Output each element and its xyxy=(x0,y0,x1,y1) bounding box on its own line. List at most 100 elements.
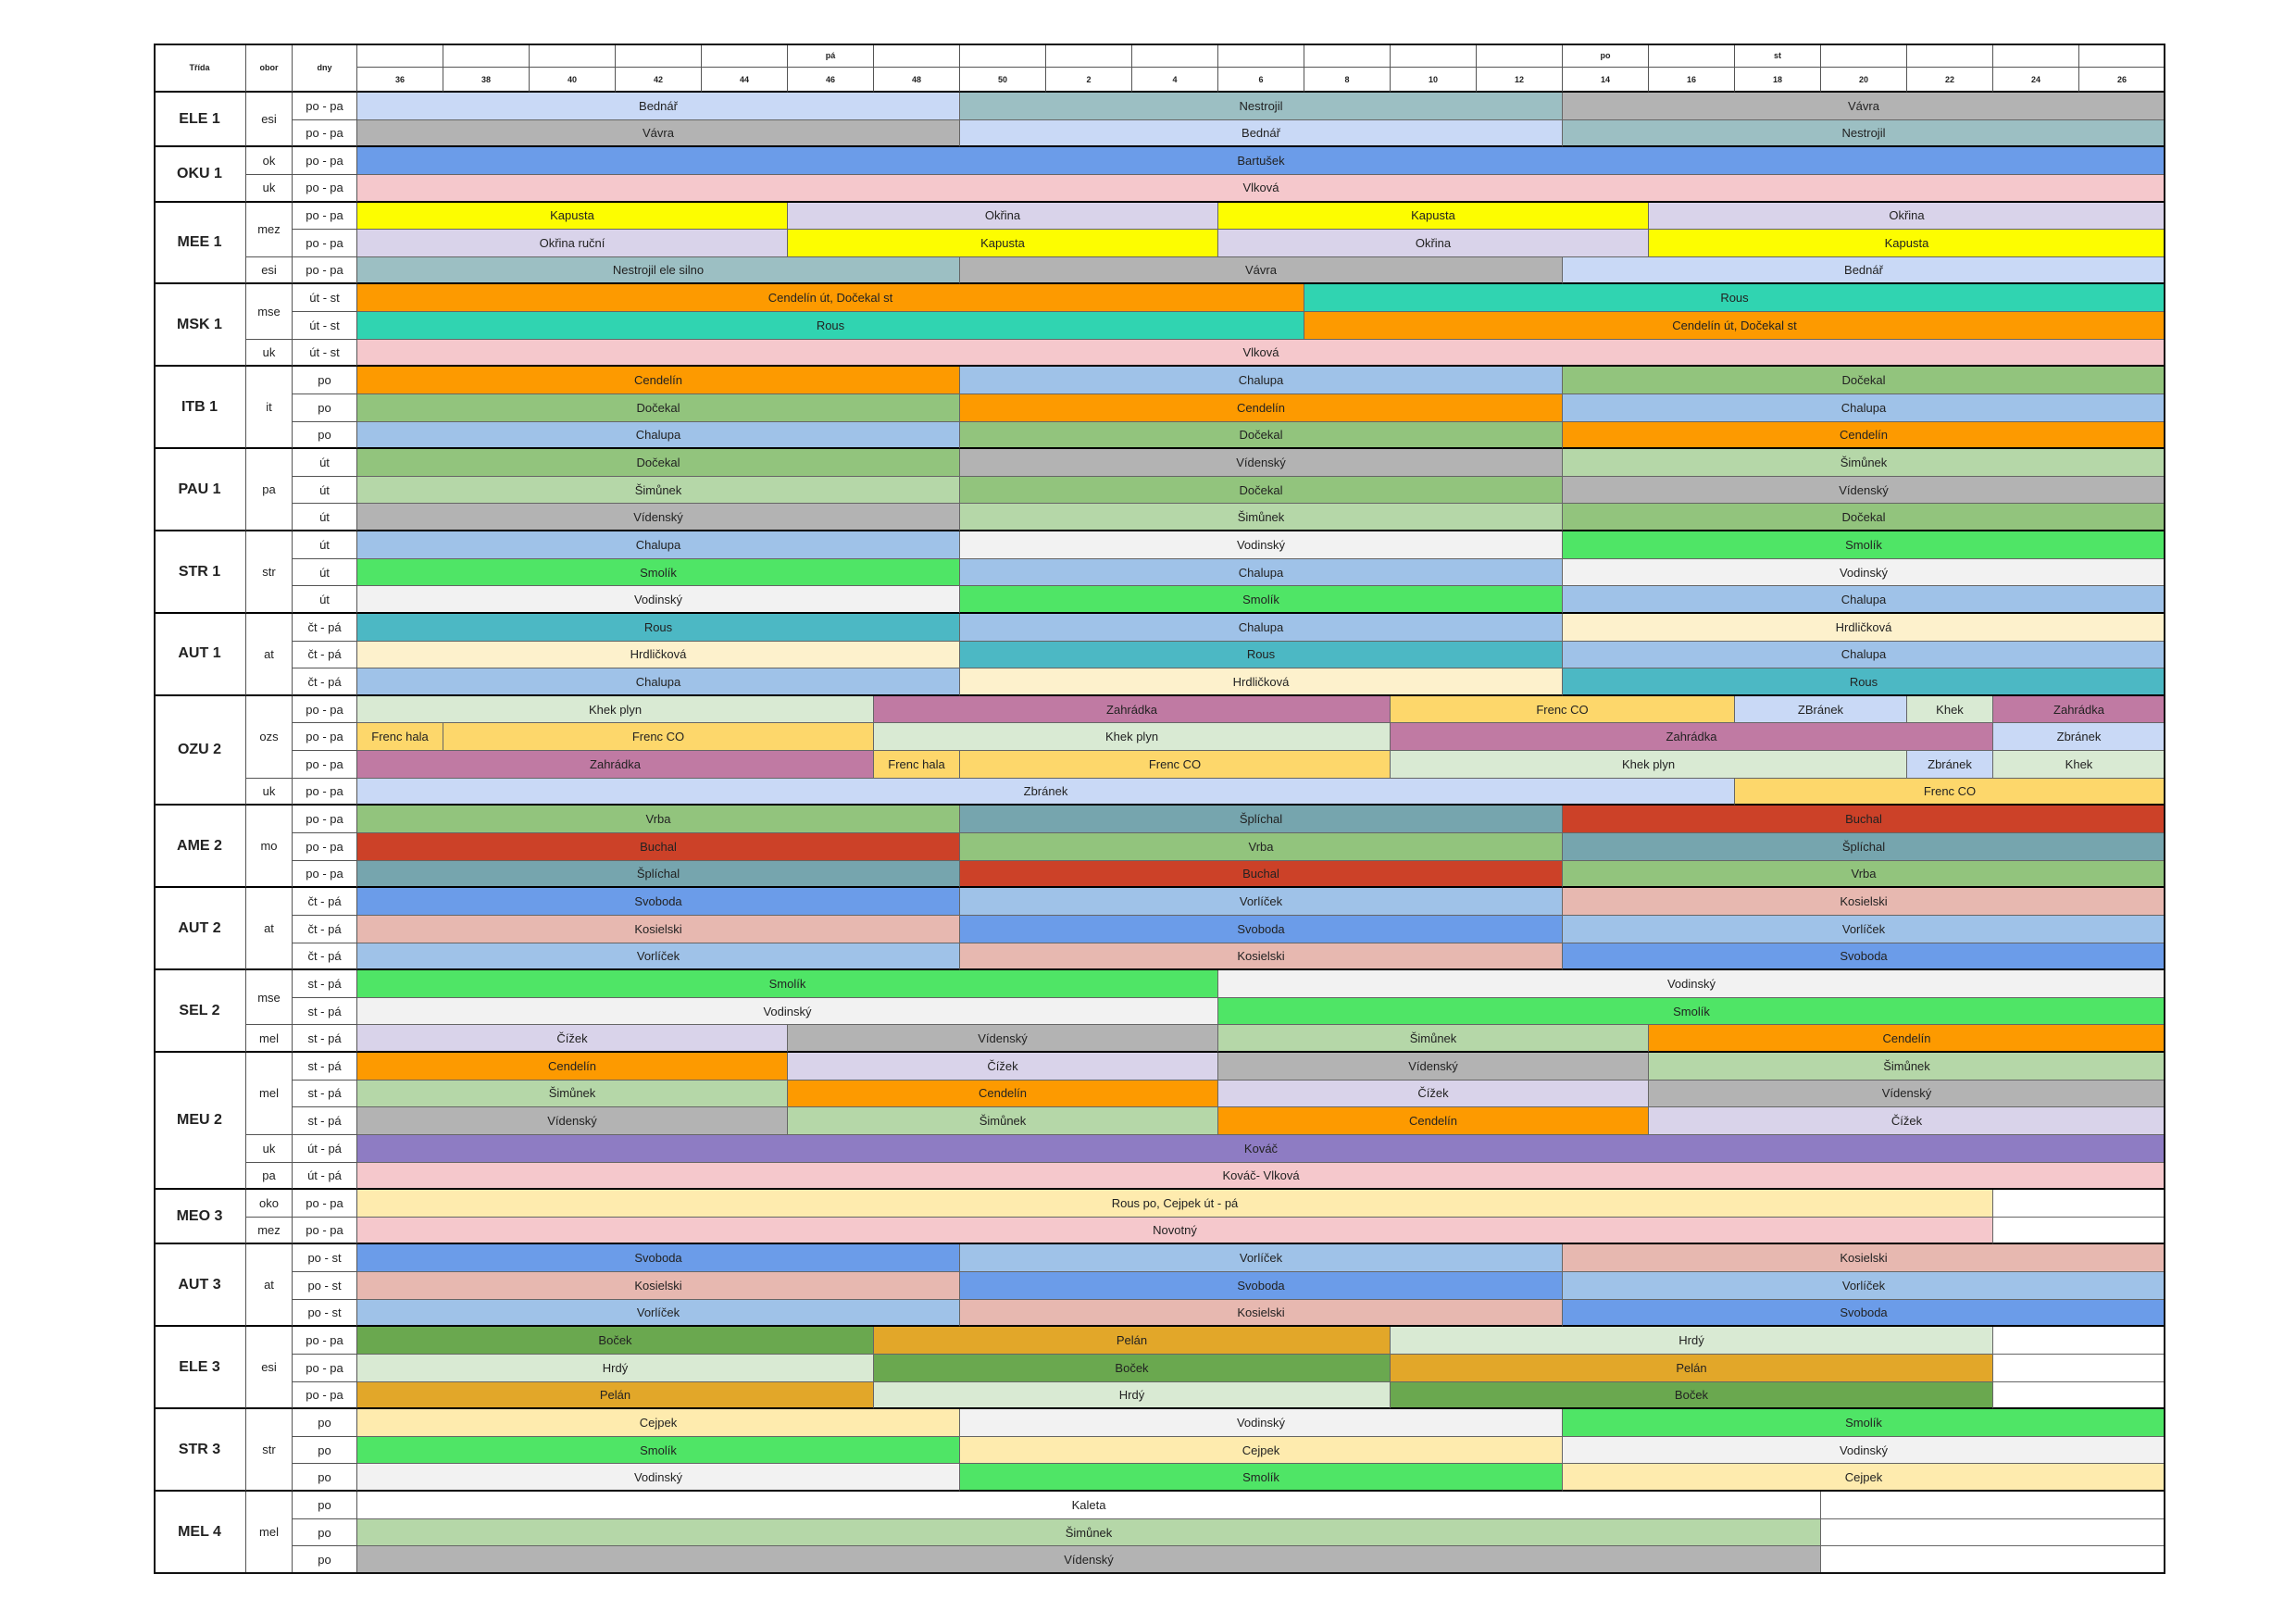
obor-cell: uk xyxy=(246,1134,293,1163)
days-cell: po xyxy=(293,1546,357,1574)
lesson-bar: Vídenský xyxy=(357,1107,788,1135)
days-cell: po - pa xyxy=(293,751,357,779)
lesson-bar: Vodinský xyxy=(357,586,960,614)
lesson-bar: Zahrádka xyxy=(1993,695,2165,724)
lesson-bar: Zbránek xyxy=(1993,723,2165,752)
lesson-bar: Šimůnek xyxy=(1649,1053,2165,1081)
lesson-bar: Kosielski xyxy=(357,1272,960,1300)
days-cell: st - pá xyxy=(293,1107,357,1135)
lesson-bar: Rous xyxy=(960,641,1563,669)
header-week: 2 xyxy=(1046,68,1132,93)
empty-cell xyxy=(1993,1190,2165,1218)
lesson-bar: Hrdličková xyxy=(960,668,1563,696)
days-cell: po - pa xyxy=(293,256,357,285)
lesson-bar: Dočekal xyxy=(960,476,1563,505)
obor-cell: mel xyxy=(246,1025,293,1054)
lesson-bar: Svoboda xyxy=(1563,1299,2165,1328)
lesson-bar: Šimůnek xyxy=(357,1080,788,1108)
empty-cell xyxy=(1993,1354,2165,1382)
header-week: 8 xyxy=(1304,68,1391,93)
obor-cell: esi xyxy=(246,256,293,285)
class-name: PAU 1 xyxy=(154,449,246,532)
lesson-bar: Dočekal xyxy=(1563,504,2165,532)
lesson-bar: Šplíchal xyxy=(960,806,1563,833)
lesson-bar: Chalupa xyxy=(960,558,1563,587)
days-cell: po xyxy=(293,421,357,450)
lesson-bar: Vídenský xyxy=(1218,1053,1649,1081)
days-cell: po - pa xyxy=(293,1354,357,1382)
lesson-bar: Frenc CO xyxy=(1735,778,2165,806)
header-week: 44 xyxy=(702,68,788,93)
obor-cell: at xyxy=(246,613,293,696)
lesson-bar: Hrdý xyxy=(1391,1327,1993,1355)
obor-cell: at xyxy=(246,1244,293,1328)
obor-cell: mse xyxy=(246,970,293,1026)
lesson-bar: Zahrádka xyxy=(874,695,1391,724)
lesson-bar: Zahrádka xyxy=(1391,723,1993,752)
days-cell: st - pá xyxy=(293,970,357,998)
lesson-bar: Buchal xyxy=(357,833,960,861)
obor-cell: mel xyxy=(246,1492,293,1574)
lesson-bar: Khek xyxy=(1993,751,2165,779)
days-cell: čt - pá xyxy=(293,943,357,971)
days-cell: út xyxy=(293,531,357,559)
lesson-bar: Svoboda xyxy=(960,915,1563,943)
lesson-bar: Vídenský xyxy=(357,1546,1821,1574)
lesson-bar: Pelán xyxy=(357,1381,874,1410)
header-day-mark xyxy=(1046,44,1132,68)
header-day-mark xyxy=(1304,44,1391,68)
lesson-bar: Cendelín xyxy=(357,367,960,394)
header-week: 16 xyxy=(1649,68,1735,93)
obor-cell: uk xyxy=(246,339,293,368)
lesson-bar: Cendelín xyxy=(788,1080,1218,1108)
days-cell: po - pa xyxy=(293,860,357,889)
lesson-bar: Vídenský xyxy=(1649,1080,2165,1108)
days-cell: út - pá xyxy=(293,1134,357,1163)
days-cell: po xyxy=(293,1518,357,1547)
lesson-bar: Zahrádka xyxy=(357,751,874,779)
days-cell: po - pa xyxy=(293,230,357,257)
lesson-bar: Chalupa xyxy=(960,613,1563,642)
header-week: 12 xyxy=(1477,68,1563,93)
days-cell: st - pá xyxy=(293,1080,357,1108)
class-name: ELE 1 xyxy=(154,93,246,148)
lesson-bar: Zbránek xyxy=(1907,751,1993,779)
lesson-bar: Rous xyxy=(357,312,1304,340)
days-cell: po xyxy=(293,1436,357,1465)
header-week: 6 xyxy=(1218,68,1304,93)
lesson-bar: Kováč xyxy=(357,1134,2165,1163)
obor-cell: esi xyxy=(246,1327,293,1410)
obor-cell: pa xyxy=(246,449,293,532)
obor-cell: esi xyxy=(246,93,293,148)
lesson-bar: Cejpek xyxy=(357,1409,960,1437)
empty-cell xyxy=(1821,1546,2165,1574)
days-cell: po - pa xyxy=(293,1327,357,1355)
days-cell: st - pá xyxy=(293,997,357,1026)
lesson-bar: Kapusta xyxy=(788,230,1218,257)
days-cell: po - pa xyxy=(293,1190,357,1218)
lesson-bar: Svoboda xyxy=(960,1272,1563,1300)
days-cell: po - pa xyxy=(293,119,357,148)
lesson-bar: Vrba xyxy=(1563,860,2165,889)
lesson-bar: Kováč- Vlková xyxy=(357,1162,2165,1191)
empty-cell xyxy=(1821,1492,2165,1519)
days-cell: po - pa xyxy=(293,723,357,752)
lesson-bar: Cendelín xyxy=(1649,1025,2165,1054)
lesson-bar: Cejpek xyxy=(1563,1464,2165,1493)
lesson-bar: Hrdý xyxy=(357,1354,874,1382)
header-day-mark xyxy=(530,44,616,68)
lesson-bar: Chalupa xyxy=(357,668,960,696)
lesson-bar: Šimůnek xyxy=(357,1518,1821,1547)
days-cell: po - pa xyxy=(293,833,357,861)
lesson-bar: Svoboda xyxy=(357,1244,960,1273)
lesson-bar: Čížek xyxy=(1649,1107,2165,1135)
class-name: AUT 2 xyxy=(154,888,246,971)
lesson-bar: Chalupa xyxy=(357,531,960,559)
header-day-mark xyxy=(2079,44,2165,68)
lesson-bar: Smolík xyxy=(357,558,960,587)
obor-cell: mel xyxy=(246,1053,293,1135)
lesson-bar: Smolík xyxy=(960,1464,1563,1493)
lesson-bar: Nestrojil ele silno xyxy=(357,256,960,285)
lesson-bar: Kapusta xyxy=(1218,202,1649,231)
lesson-bar: Vodinský xyxy=(357,1464,960,1493)
